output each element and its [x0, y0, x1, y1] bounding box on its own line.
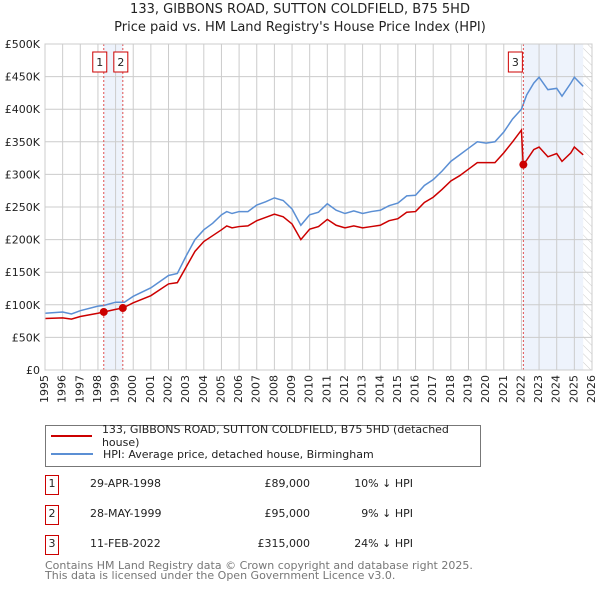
property-line: [44, 127, 584, 320]
legend-label-hpi: HPI: Average price, detached house, Birm…: [103, 447, 374, 461]
x-tick-label: 2026: [585, 375, 598, 403]
x-tick-label: 1999: [109, 375, 122, 403]
x-tick-label: 2006: [232, 375, 245, 403]
sale-label: 2: [117, 56, 124, 69]
x-tick-label: 2016: [409, 375, 422, 403]
chart-title: 133, GIBBONS ROAD, SUTTON COLDFIELD, B75…: [130, 2, 470, 17]
x-tick-label: 2005: [214, 375, 227, 403]
x-tick-label: 2025: [567, 375, 580, 403]
x-tick-label: 2022: [514, 375, 527, 403]
footer-line-1: Contains HM Land Registry data © Crown c…: [45, 559, 473, 572]
x-tick-label: 2013: [356, 375, 369, 403]
sale-label: 1: [96, 56, 103, 69]
sale-price: £89,000: [264, 477, 311, 490]
y-tick-label: £150K: [5, 266, 41, 279]
sale-point: [99, 307, 108, 316]
x-tick-label: 2023: [532, 375, 545, 403]
sale-number: 2: [45, 505, 59, 525]
sale-hpi-diff: 9% ↓ HPI: [361, 507, 413, 520]
y-tick-label: £250K: [5, 201, 41, 214]
sale-price: £95,000: [264, 507, 311, 520]
y-tick-label: £100K: [5, 299, 41, 312]
y-tick-label: £50K: [12, 331, 41, 344]
x-tick-label: 2024: [550, 375, 563, 403]
sale-point: [118, 304, 127, 313]
x-tick-label: 2012: [338, 375, 351, 403]
x-tick-label: 2014: [373, 375, 386, 403]
sale-date: 29-APR-1998: [90, 477, 162, 490]
legend-swatch-property: [51, 435, 92, 437]
y-tick-label: £200K: [5, 234, 41, 247]
x-tick-label: 1998: [91, 375, 104, 403]
x-tick-label: 2018: [444, 375, 457, 403]
sale-label: 3: [512, 56, 519, 69]
plot-border: [44, 43, 593, 371]
x-tick-label: 2011: [320, 375, 333, 403]
plot-area: 1 2 3 1995 1996 1997 1998 1999 2000 2001 2002 2003 2…: [5, 38, 598, 403]
sale-row: 1 29-APR-1998 £89,000 10% ↓ HPI: [45, 475, 445, 495]
x-tick-label: 2008: [267, 375, 280, 403]
hpi-line: [44, 76, 584, 315]
y-tick-label: £350K: [5, 136, 41, 149]
x-tick-label: 2001: [144, 375, 157, 403]
x-tick-label: 2000: [126, 375, 139, 403]
y-tick-label: £400K: [5, 103, 41, 116]
footer: Contains HM Land Registry data © Crown c…: [45, 559, 473, 582]
x-tick-label: 2003: [179, 375, 192, 403]
sale-row: 2 28-MAY-1999 £95,000 9% ↓ HPI: [45, 505, 445, 525]
x-tick-label: 2010: [303, 375, 316, 403]
sale-date: 28-MAY-1999: [90, 507, 162, 520]
sale-label-box: [92, 51, 108, 73]
sale-hpi-diff: 24% ↓ HPI: [354, 537, 413, 550]
sale-label-box: [113, 51, 129, 73]
y-tick-label: £450K: [5, 71, 41, 84]
x-tick-label: 2004: [197, 375, 210, 403]
y-tick-label: £0: [26, 364, 40, 377]
sale-number: 3: [45, 535, 59, 555]
x-tick-label: 2015: [391, 375, 404, 403]
sale-label-box: [507, 51, 523, 73]
x-tick-label: 2007: [250, 375, 263, 403]
y-tick-label: £300K: [5, 168, 41, 181]
x-tick-label: 2009: [285, 375, 298, 403]
sale-number: 1: [45, 475, 59, 495]
x-tick-label: 1997: [73, 375, 86, 403]
x-tick-label: 2019: [461, 375, 474, 403]
chart-subtitle: Price paid vs. HM Land Registry's House …: [114, 20, 486, 35]
x-tick-label: 2021: [497, 375, 510, 403]
sale-row: 3 11-FEB-2022 £315,000 24% ↓ HPI: [45, 535, 445, 555]
footer-line-2: This data is licensed under the Open Gov…: [45, 569, 396, 582]
x-tick-label: 2020: [479, 375, 492, 403]
sale-point: [519, 160, 528, 169]
legend-swatch-hpi: [51, 453, 93, 455]
legend: 133, GIBBONS ROAD, SUTTON COLDFIELD, B75…: [45, 423, 481, 467]
sale-date: 11-FEB-2022: [90, 537, 161, 550]
x-tick-label: 2002: [162, 375, 175, 403]
legend-label-property: 133, GIBBONS ROAD, SUTTON COLDFIELD, B75…: [101, 423, 449, 449]
x-tick-label: 2017: [426, 375, 439, 403]
x-tick-label: 1995: [38, 375, 51, 403]
x-tick-label: 1996: [56, 375, 69, 403]
y-tick-label: £500K: [5, 38, 41, 51]
sale-price: £315,000: [257, 537, 311, 550]
sale-hpi-diff: 10% ↓ HPI: [354, 477, 413, 490]
